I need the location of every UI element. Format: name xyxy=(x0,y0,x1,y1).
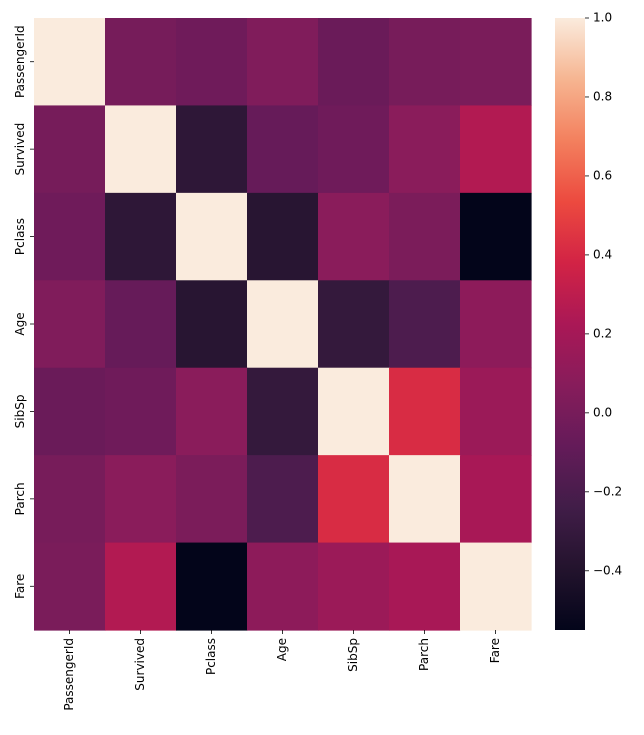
heatmap-cell-passengerid-sibsp xyxy=(318,18,390,107)
x-tick-label: Fare xyxy=(488,638,502,663)
heatmap-cell-passengerid-parch xyxy=(389,18,461,107)
heatmap-cell-parch-parch xyxy=(389,455,461,544)
y-tick-label: Parch xyxy=(13,482,27,515)
y-tick-label: PassengerId xyxy=(13,25,27,98)
heatmap-cell-pclass-fare xyxy=(460,192,532,281)
heatmap-cell-parch-fare xyxy=(460,455,532,544)
heatmap-cell-survived-fare xyxy=(460,105,532,194)
heatmap-cell-sibsp-fare xyxy=(460,367,532,456)
heatmap-cell-sibsp-pclass xyxy=(176,367,248,456)
heatmap-cell-pclass-survived xyxy=(105,192,177,281)
y-tick-label: Pclass xyxy=(13,218,27,255)
heatmap-cell-fare-parch xyxy=(389,542,461,631)
heatmap-cell-parch-passengerid xyxy=(34,455,106,544)
colorbar-tick-label: −0.4 xyxy=(593,563,622,577)
x-tick-label: PassengerId xyxy=(62,638,76,711)
y-tick-label: Survived xyxy=(13,123,27,176)
heatmap-cell-pclass-sibsp xyxy=(318,192,390,281)
y-tick-label: SibSp xyxy=(13,395,27,429)
heatmap-cell-survived-passengerid xyxy=(34,105,106,194)
x-tick-label: Pclass xyxy=(204,638,218,675)
heatmap-cell-parch-pclass xyxy=(176,455,248,544)
x-tick-label: Survived xyxy=(133,638,147,691)
heatmap-cell-age-pclass xyxy=(176,280,248,369)
colorbar-ticks: −0.4 −0.2 0.0 0.2 0.4 0.6 0.8 1.0 xyxy=(585,11,622,577)
heatmap-cell-parch-sibsp xyxy=(318,455,390,544)
heatmap-cell-age-parch xyxy=(389,280,461,369)
heatmap-cell-sibsp-survived xyxy=(105,367,177,456)
colorbar-tick-label: 0.8 xyxy=(593,89,612,103)
heatmap-cell-pclass-passengerid xyxy=(34,192,106,281)
heatmap-cell-survived-age xyxy=(247,105,319,194)
y-tick-label: Fare xyxy=(13,574,27,599)
heatmap-cell-survived-parch xyxy=(389,105,461,194)
heatmap-cell-passengerid-fare xyxy=(460,18,532,107)
heatmap-cell-fare-fare xyxy=(460,542,532,631)
heatmap-cell-fare-passengerid xyxy=(34,542,106,631)
colorbar-tick-label: 1.0 xyxy=(593,11,612,25)
x-tick-label: Age xyxy=(275,638,289,661)
y-tick-label: Age xyxy=(13,312,27,335)
heatmap-cell-age-passengerid xyxy=(34,280,106,369)
colorbar-tick-label: 0.0 xyxy=(593,405,612,419)
heatmap-cell-sibsp-passengerid xyxy=(34,367,106,456)
y-axis-ticks: PassengerId Survived Pclass Age SibSp Parch Fa… xyxy=(13,25,34,599)
heatmap-cell-age-survived xyxy=(105,280,177,369)
heatmap-cell-passengerid-passengerid xyxy=(34,18,106,107)
heatmap-cell-parch-age xyxy=(247,455,319,544)
heatmap-cell-passengerid-survived xyxy=(105,18,177,107)
heatmap-cell-pclass-parch xyxy=(389,192,461,281)
colorbar xyxy=(555,18,585,630)
heatmap-cell-age-fare xyxy=(460,280,532,369)
heatmap-cell-fare-survived xyxy=(105,542,177,631)
heatmap-cell-pclass-age xyxy=(247,192,319,281)
colorbar-tick-label: 0.6 xyxy=(593,168,612,182)
heatmap-cell-sibsp-parch xyxy=(389,367,461,456)
heatmap-cell-sibsp-sibsp xyxy=(318,367,390,456)
colorbar-tick-label: −0.2 xyxy=(593,484,622,498)
colorbar-tick-label: 0.2 xyxy=(593,326,612,340)
heatmap-cell-passengerid-age xyxy=(247,18,319,107)
x-tick-label: SibSp xyxy=(346,638,360,672)
x-axis-ticks: PassengerId Survived Pclass Age SibSp Parch Fa… xyxy=(62,630,502,711)
heatmap-cell-pclass-pclass xyxy=(176,192,248,281)
heatmap-cell-survived-pclass xyxy=(176,105,248,194)
heatmap-cell-fare-age xyxy=(247,542,319,631)
x-tick-label: Parch xyxy=(417,638,431,671)
heatmap-cell-fare-pclass xyxy=(176,542,248,631)
heatmap-cell-parch-survived xyxy=(105,455,177,544)
heatmap-cell-survived-survived xyxy=(105,105,177,194)
heatmap-cell-passengerid-pclass xyxy=(176,18,248,107)
heatmap-cell-age-age xyxy=(247,280,319,369)
heatmap-cells xyxy=(34,18,532,631)
heatmap-cell-fare-sibsp xyxy=(318,542,390,631)
heatmap-cell-sibsp-age xyxy=(247,367,319,456)
heatmap-cell-age-sibsp xyxy=(318,280,390,369)
heatmap-cell-survived-sibsp xyxy=(318,105,390,194)
colorbar-tick-label: 0.4 xyxy=(593,247,612,261)
